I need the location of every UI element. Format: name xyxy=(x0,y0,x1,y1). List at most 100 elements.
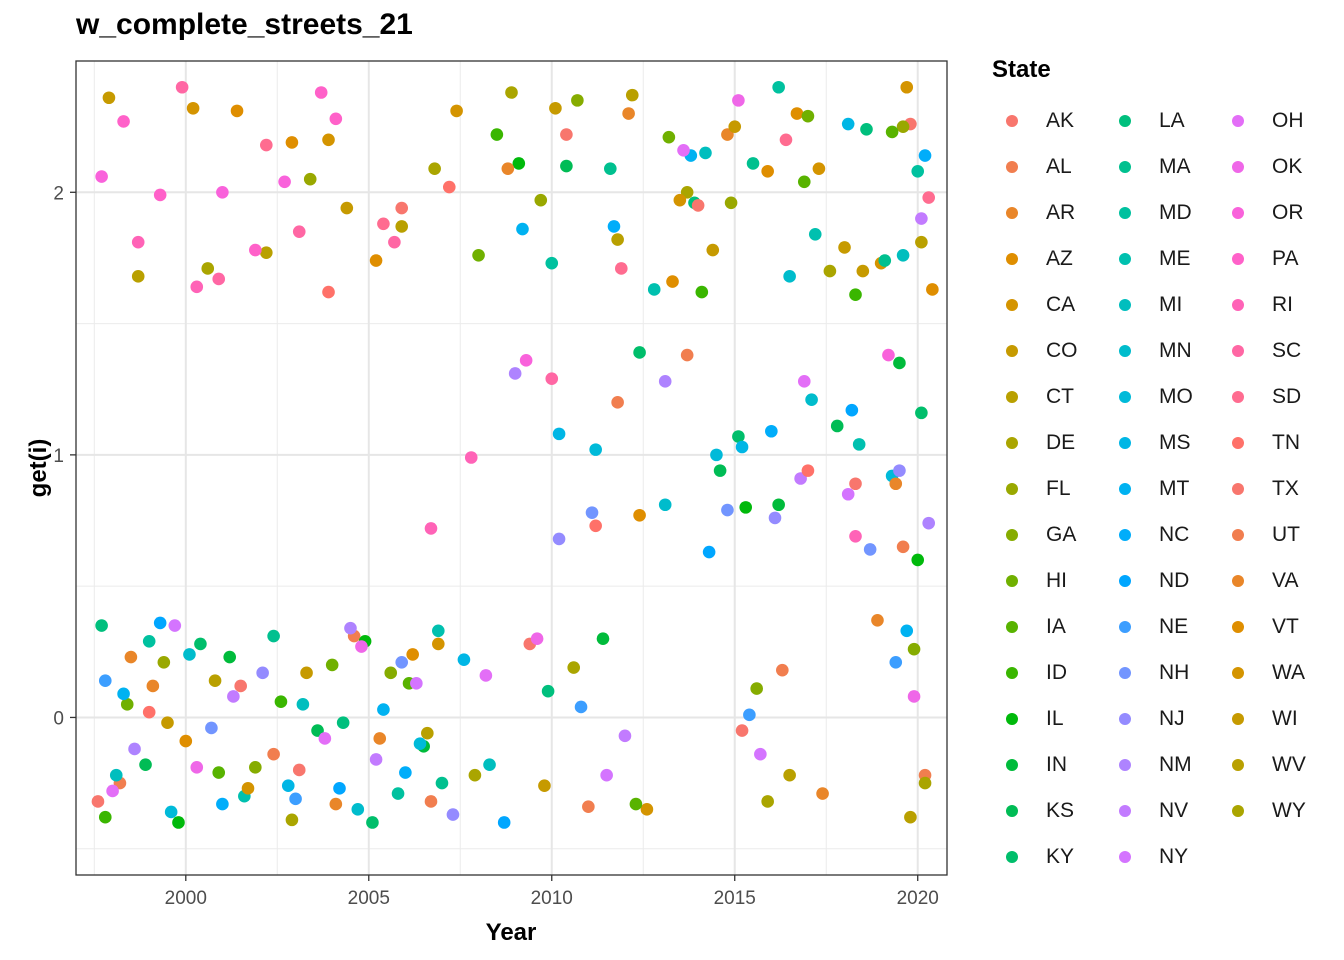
legend-key-dot xyxy=(1119,621,1131,633)
point-sc xyxy=(292,225,306,238)
point-ga xyxy=(571,94,584,107)
point-ct xyxy=(611,233,624,246)
point-nv xyxy=(915,212,928,225)
legend-label: TX xyxy=(1272,477,1299,500)
legend-item-al: AL xyxy=(992,144,1105,190)
point-nd xyxy=(497,816,511,829)
legend-item-mi: MI xyxy=(1105,282,1218,328)
point-mo xyxy=(710,448,723,462)
point-de xyxy=(680,185,694,199)
point-ga xyxy=(750,682,763,695)
point-nc xyxy=(216,797,229,811)
legend-label: FL xyxy=(1046,477,1071,500)
point-ky xyxy=(732,430,745,443)
point-ri xyxy=(849,529,862,543)
point-ne xyxy=(889,656,903,669)
legend-label: MS xyxy=(1159,431,1191,454)
point-la xyxy=(336,716,350,730)
point-pa xyxy=(153,188,167,202)
legend-key-dot xyxy=(1119,345,1131,357)
point-ak xyxy=(91,795,105,808)
point-il xyxy=(911,553,925,567)
point-wi xyxy=(300,666,313,680)
point-va xyxy=(329,797,343,811)
legend-item-wi: WI xyxy=(1218,696,1331,742)
legend-label: MT xyxy=(1159,477,1190,500)
legend-label: HI xyxy=(1046,569,1067,592)
legend-key-dot xyxy=(1119,391,1131,403)
legend-key-dot xyxy=(1006,759,1018,771)
point-or xyxy=(278,175,291,189)
point-az xyxy=(230,104,244,118)
legend-key-dot xyxy=(1006,713,1018,725)
legend-item-ky: KY xyxy=(992,834,1105,880)
point-me xyxy=(432,624,445,638)
legend-label: NJ xyxy=(1159,707,1185,730)
legend-item-ks: KS xyxy=(992,788,1105,834)
point-pa xyxy=(314,86,328,99)
legend-label: MI xyxy=(1159,293,1183,316)
point-ny xyxy=(754,747,767,761)
legend-title: State xyxy=(992,56,1051,83)
legend-item-sc: SC xyxy=(1218,328,1331,374)
point-mn xyxy=(351,803,365,816)
legend-label: CA xyxy=(1046,293,1076,316)
legend-item-co: CO xyxy=(992,328,1105,374)
point-wy xyxy=(823,264,837,278)
point-co xyxy=(706,243,720,257)
point-sc xyxy=(545,372,559,386)
point-va xyxy=(124,650,138,664)
point-ny xyxy=(410,677,423,690)
point-ga xyxy=(907,642,921,656)
point-de xyxy=(201,262,215,275)
point-tx xyxy=(560,128,573,141)
point-la xyxy=(541,684,555,698)
point-ny xyxy=(841,487,855,501)
point-ga xyxy=(249,761,262,774)
legend-key-dot xyxy=(1119,253,1131,265)
legend-key-dot xyxy=(1232,161,1244,173)
legend-key-dot xyxy=(1006,851,1018,863)
point-mt xyxy=(516,222,529,236)
legend-item-ri: RI xyxy=(1218,282,1331,328)
point-tx xyxy=(849,477,862,491)
point-nm xyxy=(128,742,141,756)
point-oh xyxy=(479,669,493,682)
point-fl xyxy=(534,193,548,207)
point-wv xyxy=(904,810,917,824)
point-id xyxy=(849,288,862,301)
point-ms xyxy=(552,427,566,441)
legend-label: SC xyxy=(1272,339,1302,362)
point-me xyxy=(852,438,866,451)
legend-item-wa: WA xyxy=(1218,650,1331,696)
legend-item-tx: TX xyxy=(1218,466,1331,512)
legend-key-dot xyxy=(1006,161,1018,173)
legend-key-dot xyxy=(1119,667,1131,679)
legend-column: OH OK OR PA RI SC SD TN TX UT VA VT WA WI WV WY xyxy=(1218,98,1331,880)
legend-key-dot xyxy=(1006,437,1018,449)
point-md xyxy=(911,164,925,178)
point-id xyxy=(695,285,709,299)
legend-item-il: IL xyxy=(992,696,1105,742)
point-nh xyxy=(205,721,218,735)
point-ma xyxy=(604,162,617,175)
point-sd xyxy=(614,262,628,275)
legend-key-dot xyxy=(1232,667,1244,679)
legend-key-dot xyxy=(1232,805,1244,817)
point-in xyxy=(223,650,237,664)
legend-item-ma: MA xyxy=(1105,144,1218,190)
point-me xyxy=(647,283,661,296)
legend-key-dot xyxy=(1119,207,1131,219)
point-al xyxy=(582,800,595,814)
legend-key-dot xyxy=(1232,483,1244,495)
legend-label: CT xyxy=(1046,385,1074,408)
point-tn xyxy=(442,180,456,194)
point-vt xyxy=(179,734,193,748)
legend-item-ok: OK xyxy=(1218,144,1331,190)
point-nm xyxy=(508,367,522,380)
legend-key-dot xyxy=(1232,345,1244,357)
point-ok xyxy=(355,640,368,653)
legend-label: ME xyxy=(1159,247,1191,270)
point-sd xyxy=(922,191,936,204)
point-ky xyxy=(194,637,207,651)
